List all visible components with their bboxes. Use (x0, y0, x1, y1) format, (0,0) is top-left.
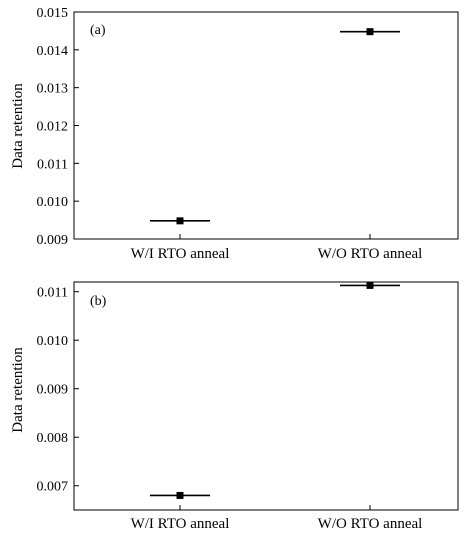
panel-label: (a) (90, 23, 106, 38)
panel-b: 0.007 0.008 0.009 0.010 0.011 W/I RTO anneal W… (10, 281, 459, 532)
y-tick-label: 0.009 (37, 233, 69, 248)
y-tick-label: 0.014 (37, 44, 69, 59)
y-tick-label: 0.013 (37, 82, 69, 97)
y-tick-label: 0.011 (37, 157, 68, 172)
y-tick-label: 0.010 (37, 195, 69, 210)
y-tick-label: 0.015 (37, 6, 69, 21)
y-tick-label: 0.008 (37, 431, 69, 446)
panel-label: (b) (90, 294, 107, 309)
y-tick-label: 0.010 (37, 334, 69, 349)
y-axis-title: Data retention (10, 83, 26, 169)
x-category-label: W/O RTO anneal (318, 516, 423, 532)
y-axis-title: Data retention (10, 347, 26, 433)
y-tick-label: 0.011 (37, 286, 68, 301)
x-category-label: W/I RTO anneal (131, 246, 230, 262)
panel-a: 0.009 0.010 0.011 0.012 0.013 0.014 0.015 W/I R… (10, 6, 459, 262)
plot-frame (73, 11, 459, 240)
data-point (176, 491, 184, 499)
data-point (176, 217, 184, 225)
data-point (366, 28, 374, 36)
x-category-label: W/O RTO anneal (318, 246, 423, 262)
x-category-label: W/I RTO anneal (131, 516, 230, 532)
y-tick-label: 0.009 (37, 383, 69, 398)
plot-frame (73, 281, 459, 511)
data-point (366, 281, 374, 289)
y-tick-label: 0.012 (37, 120, 69, 135)
y-tick-label: 0.007 (37, 480, 69, 495)
